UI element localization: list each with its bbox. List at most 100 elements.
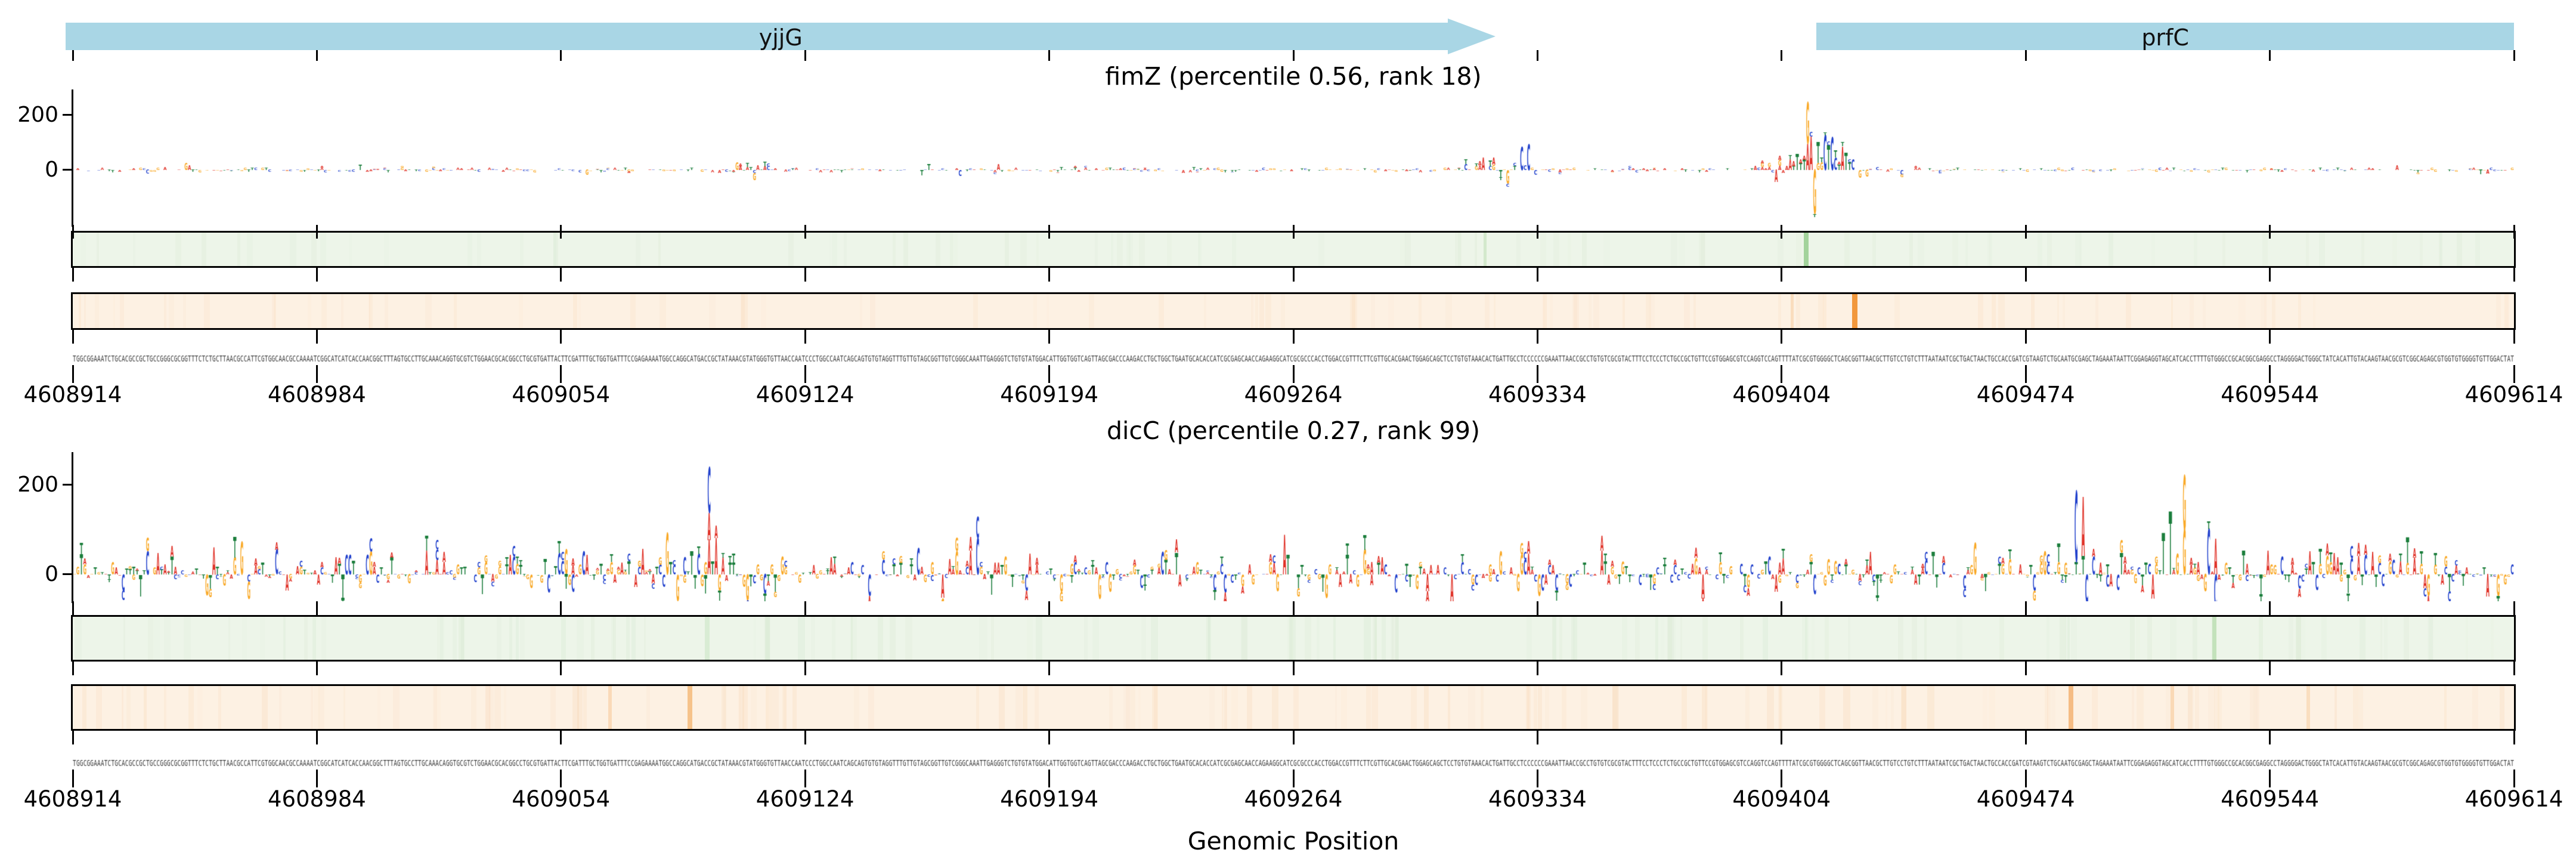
x-tick-mark (1781, 662, 1783, 675)
heat-stripe (1138, 686, 1141, 729)
x-tick-label: 4609054 (512, 786, 611, 812)
heat-stripe (2170, 617, 2177, 660)
heat-stripe (2250, 686, 2256, 729)
heat-stripe (1552, 617, 1557, 660)
heat-stripe (741, 294, 748, 328)
x-tick-mark (1048, 268, 1051, 282)
x-tick-mark (1781, 50, 1783, 61)
x-tick-mark (560, 770, 562, 787)
heat-stripe (976, 686, 980, 729)
heat-stripe (999, 686, 1005, 729)
heat-stripe (742, 686, 748, 729)
heat-stripe (1582, 233, 1587, 266)
heat-stripe (792, 686, 797, 729)
x-tick-mark (1536, 225, 1538, 239)
x-tick-mark (72, 731, 74, 744)
heat-stripe (870, 294, 875, 328)
heat-stripe (504, 686, 506, 729)
heat-stripe (2392, 233, 2397, 266)
heat-stripe (369, 294, 371, 328)
heat-stripe (2444, 686, 2447, 729)
x-tick-mark (560, 662, 562, 675)
heat-stripe (314, 686, 320, 729)
heat-stripe (1341, 686, 1347, 729)
heat-stripe (2358, 686, 2364, 729)
x-tick-mark (2513, 365, 2515, 383)
heat-stripe (1015, 686, 1023, 729)
heat-stripe (2380, 617, 2383, 660)
heat-stripe (1702, 686, 1707, 729)
heat-stripe (2207, 686, 2215, 729)
heat-stripe (2137, 686, 2144, 729)
heat-stripe (2203, 294, 2206, 328)
heat-stripe (467, 233, 472, 266)
heat-stripe (2272, 294, 2275, 328)
heat-stripe (520, 617, 525, 660)
heat-stripe (272, 294, 276, 328)
heat-line (705, 617, 710, 660)
heat-stripe (1152, 686, 1157, 729)
x-tick-mark (72, 662, 74, 675)
heat-stripe (646, 686, 651, 729)
x-tick-mark (804, 731, 806, 744)
heat-stripe (82, 686, 86, 729)
x-tick-label: 4609194 (1000, 786, 1098, 812)
heat-stripe (477, 233, 481, 266)
heat-stripe (738, 686, 741, 729)
heat-stripe (1445, 294, 1452, 328)
x-tick-mark (1048, 662, 1051, 675)
heat-stripe (1289, 617, 1296, 660)
heat-stripe (1116, 233, 1123, 266)
heat-stripe (2132, 686, 2135, 729)
heat-stripe (765, 617, 770, 660)
heat-stripe (578, 294, 581, 328)
heat-stripe (811, 617, 815, 660)
x-tick-mark (1536, 601, 1538, 615)
heat-stripe (1287, 617, 1293, 660)
x-tick-mark (1781, 225, 1783, 239)
heat-stripe (95, 686, 102, 729)
heat-stripe (246, 233, 253, 266)
heat-stripe (120, 294, 124, 328)
heat-stripe (1318, 233, 1325, 266)
heat-stripe (2091, 686, 2098, 729)
heat-stripe (1778, 233, 1784, 266)
heat-stripe (1581, 686, 1587, 729)
x-tick-mark (1781, 731, 1783, 744)
heat-stripe (497, 617, 502, 660)
heat-stripe (738, 686, 744, 729)
x-tick-mark (315, 662, 318, 675)
heat-stripe (1924, 617, 1927, 660)
heat-stripe (1035, 617, 1042, 660)
heat-stripe (591, 617, 595, 660)
heat-stripe (1977, 294, 1983, 328)
heat-stripe (1571, 617, 1575, 660)
x-tick-mark (1781, 601, 1783, 615)
heat-stripe (437, 617, 442, 660)
heat-stripe (832, 233, 838, 266)
heat-stripe (377, 686, 381, 729)
heat-stripe (877, 617, 884, 660)
heat-stripe (2071, 617, 2077, 660)
heat-stripe (561, 617, 566, 660)
heat-line (688, 686, 693, 729)
dicc-attribution-logo (73, 452, 2514, 601)
x-tick-mark (2024, 601, 2027, 615)
heat-stripe (905, 617, 912, 660)
x-tick-mark (560, 268, 562, 282)
heat-stripe (164, 686, 166, 729)
heat-stripe (722, 686, 727, 729)
heat-stripe (1317, 617, 1320, 660)
x-tick-label: 4609334 (1488, 786, 1587, 812)
x-tick-mark (72, 225, 74, 239)
heat-stripe (2188, 686, 2193, 729)
heat-stripe (1918, 233, 1924, 266)
x-tick-mark (1048, 731, 1051, 744)
dicc-orange-heat-strip (71, 684, 2516, 731)
heat-stripe (1418, 294, 1422, 328)
heat-stripe (1027, 617, 1033, 660)
heat-stripe (1693, 294, 1696, 328)
x-tick-mark (1048, 50, 1051, 61)
heat-stripe (949, 233, 954, 266)
